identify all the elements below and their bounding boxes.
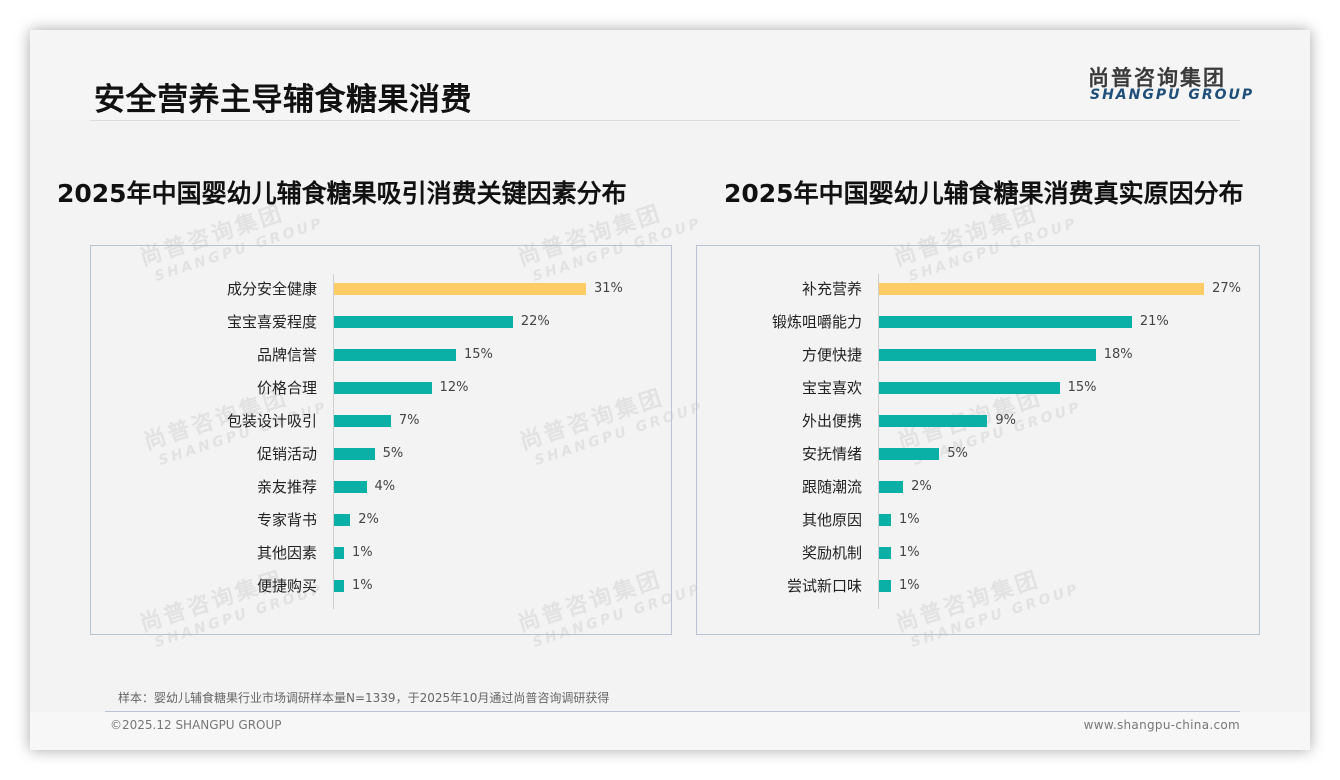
bar-row: 促销活动 5% <box>91 444 671 464</box>
title-divider <box>90 120 1240 121</box>
category-label: 尝试新口味 <box>786 577 862 595</box>
bar <box>879 415 988 427</box>
bar <box>334 580 344 592</box>
value-label: 2% <box>358 512 379 527</box>
footer-divider <box>105 711 1240 712</box>
category-label: 方便快捷 <box>801 346 862 364</box>
bar-row: 奖励机制 1% <box>697 543 1259 563</box>
bar-row: 宝宝喜欢 15% <box>697 378 1259 398</box>
category-label: 宝宝喜欢 <box>801 379 862 397</box>
category-label: 成分安全健康 <box>226 280 317 298</box>
bar <box>879 580 892 592</box>
value-label: 9% <box>995 413 1016 428</box>
bar-highlight <box>879 283 1205 295</box>
logo-chinese: 尚普咨询集团 <box>1088 66 1226 90</box>
value-label: 27% <box>1212 281 1241 296</box>
y-axis-line <box>878 274 879 609</box>
chart-title-key-factors: 2025年中国婴幼儿辅食糖果吸引消费关键因素分布 <box>57 179 627 208</box>
logo-english: SHANGPU GROUP <box>1090 87 1255 103</box>
category-label: 其他因素 <box>256 544 317 562</box>
category-label: 其他原因 <box>801 511 862 529</box>
page-title: 安全营养主导辅食糖果消费 <box>94 82 472 118</box>
category-label: 专家背书 <box>256 511 317 529</box>
value-label: 15% <box>463 347 493 362</box>
category-label: 跟随潮流 <box>801 478 862 496</box>
value-label: 1% <box>352 545 373 560</box>
chart-key-factors: 成分安全健康 31% 宝宝喜爱程度 22% 品牌信誉 15% 价格合理 12% 包装设计吸引 7%… <box>90 245 672 635</box>
bar-row: 宝宝喜爱程度 22% <box>91 312 671 332</box>
bar <box>334 316 513 328</box>
chart-real-reasons: 补充营养 27% 锻炼咀嚼能力 21% 方便快捷 18% 宝宝喜欢 15% 外出便携 9% 安抚情绪… <box>696 245 1260 635</box>
value-label: 1% <box>899 578 920 593</box>
bar <box>879 382 1060 394</box>
value-label: 22% <box>520 314 550 329</box>
category-label: 品牌信誉 <box>256 346 317 364</box>
bar <box>879 448 940 460</box>
value-label: 7% <box>398 413 420 428</box>
bar <box>879 349 1096 361</box>
bar <box>879 514 892 526</box>
copyright: ©2025.12 SHANGPU GROUP <box>110 718 282 732</box>
category-label: 宝宝喜爱程度 <box>226 313 317 331</box>
value-label: 1% <box>352 578 373 593</box>
bar-row: 亲友推荐 4% <box>91 477 671 497</box>
category-label: 奖励机制 <box>801 544 862 562</box>
bar-highlight <box>334 283 587 295</box>
bar-row: 其他因素 1% <box>91 543 671 563</box>
category-label: 包装设计吸引 <box>226 412 317 430</box>
bar-row: 跟随潮流 2% <box>697 477 1259 497</box>
value-label: 4% <box>374 479 396 494</box>
footer-band <box>30 712 1310 750</box>
value-label: 1% <box>899 512 920 527</box>
bar-row: 价格合理 12% <box>91 378 671 398</box>
category-label: 促销活动 <box>256 445 317 463</box>
bar <box>879 547 892 559</box>
bar <box>334 382 432 394</box>
category-label: 便捷购买 <box>256 577 317 595</box>
bar-row: 安抚情绪 5% <box>697 444 1259 464</box>
bar-row: 专家背书 2% <box>91 510 671 530</box>
value-label: 31% <box>594 281 623 296</box>
bar-row: 补充营养 27% <box>697 279 1259 299</box>
value-label: 1% <box>899 545 920 560</box>
bar <box>879 316 1132 328</box>
bar-row: 包装设计吸引 7% <box>91 411 671 431</box>
bar-row: 尝试新口味 1% <box>697 576 1259 596</box>
category-label: 价格合理 <box>256 379 317 397</box>
category-label: 锻炼咀嚼能力 <box>771 313 862 331</box>
bar-row: 外出便携 9% <box>697 411 1259 431</box>
value-label: 5% <box>947 446 968 461</box>
website-link[interactable]: www.shangpu-china.com <box>1083 718 1240 732</box>
sample-note: 样本：婴幼儿辅食糖果行业市场调研样本量N=1339，于2025年10月通过尚普咨… <box>118 691 610 705</box>
bar-row: 品牌信誉 15% <box>91 345 671 365</box>
value-label: 5% <box>382 446 404 461</box>
bar-row: 锻炼咀嚼能力 21% <box>697 312 1259 332</box>
value-label: 18% <box>1103 347 1133 362</box>
bar <box>334 481 367 493</box>
bar-row: 其他原因 1% <box>697 510 1259 530</box>
bar <box>879 481 904 493</box>
bar-row: 方便快捷 18% <box>697 345 1259 365</box>
value-label: 2% <box>911 479 932 494</box>
y-axis-line <box>333 274 334 609</box>
header-band <box>30 30 1310 120</box>
bar-row: 成分安全健康 31% <box>91 279 671 299</box>
value-label: 15% <box>1067 380 1097 395</box>
bar-row: 便捷购买 1% <box>91 576 671 596</box>
bar <box>334 448 375 460</box>
bar <box>334 514 351 526</box>
bar <box>334 547 344 559</box>
value-label: 12% <box>439 380 469 395</box>
bar <box>334 349 456 361</box>
category-label: 外出便携 <box>801 412 862 430</box>
category-label: 安抚情绪 <box>801 445 862 463</box>
chart-title-real-reasons: 2025年中国婴幼儿辅食糖果消费真实原因分布 <box>724 179 1244 208</box>
bar <box>334 415 391 427</box>
category-label: 补充营养 <box>801 280 862 298</box>
slide: 安全营养主导辅食糖果消费 尚普咨询集团 SHANGPU GROUP 尚普咨询集团… <box>30 30 1310 750</box>
category-label: 亲友推荐 <box>256 478 317 496</box>
value-label: 21% <box>1139 314 1169 329</box>
